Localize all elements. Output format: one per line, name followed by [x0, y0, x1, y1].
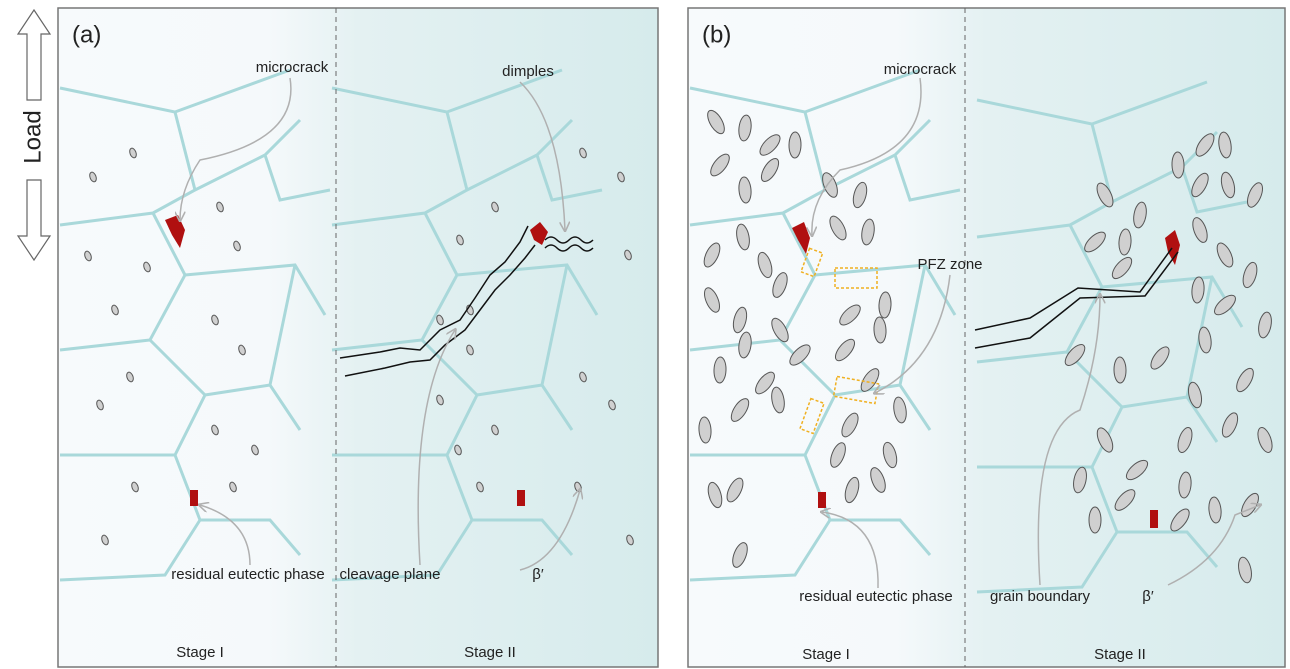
precipitate [1172, 152, 1185, 178]
annotation: residual eutectic phase [799, 588, 952, 605]
stage-label: Stage I [802, 646, 850, 663]
annotation: microcrack [256, 59, 329, 76]
annotation: residual eutectic phase [171, 566, 324, 583]
precipitate [714, 357, 727, 383]
annotation: PFZ zone [917, 256, 982, 273]
stage-label: Stage I [176, 644, 224, 661]
annotation: microcrack [884, 61, 957, 78]
panel-b: (b) microcrack PFZ zone residual eutecti… [688, 8, 1285, 667]
precipitate [1089, 507, 1101, 533]
annotation: β′ [532, 566, 544, 583]
panel-label: (a) [72, 21, 101, 48]
annotation: dimples [502, 63, 554, 80]
annotation: cleavage plane [340, 566, 441, 583]
stage-label: Stage II [1094, 646, 1146, 663]
stage-label: Stage II [464, 644, 516, 661]
panel-a: (a) microcrack dimples residual eutectic… [58, 8, 658, 667]
figure: Load (a) microcrack dimples residual eut… [0, 0, 1290, 669]
annotation: β′ [1142, 588, 1154, 605]
load-label: Load [19, 110, 46, 163]
precipitate [789, 132, 801, 158]
annotation: grain boundary [990, 588, 1091, 605]
panel-label: (b) [702, 21, 731, 48]
precipitate [1114, 357, 1126, 383]
